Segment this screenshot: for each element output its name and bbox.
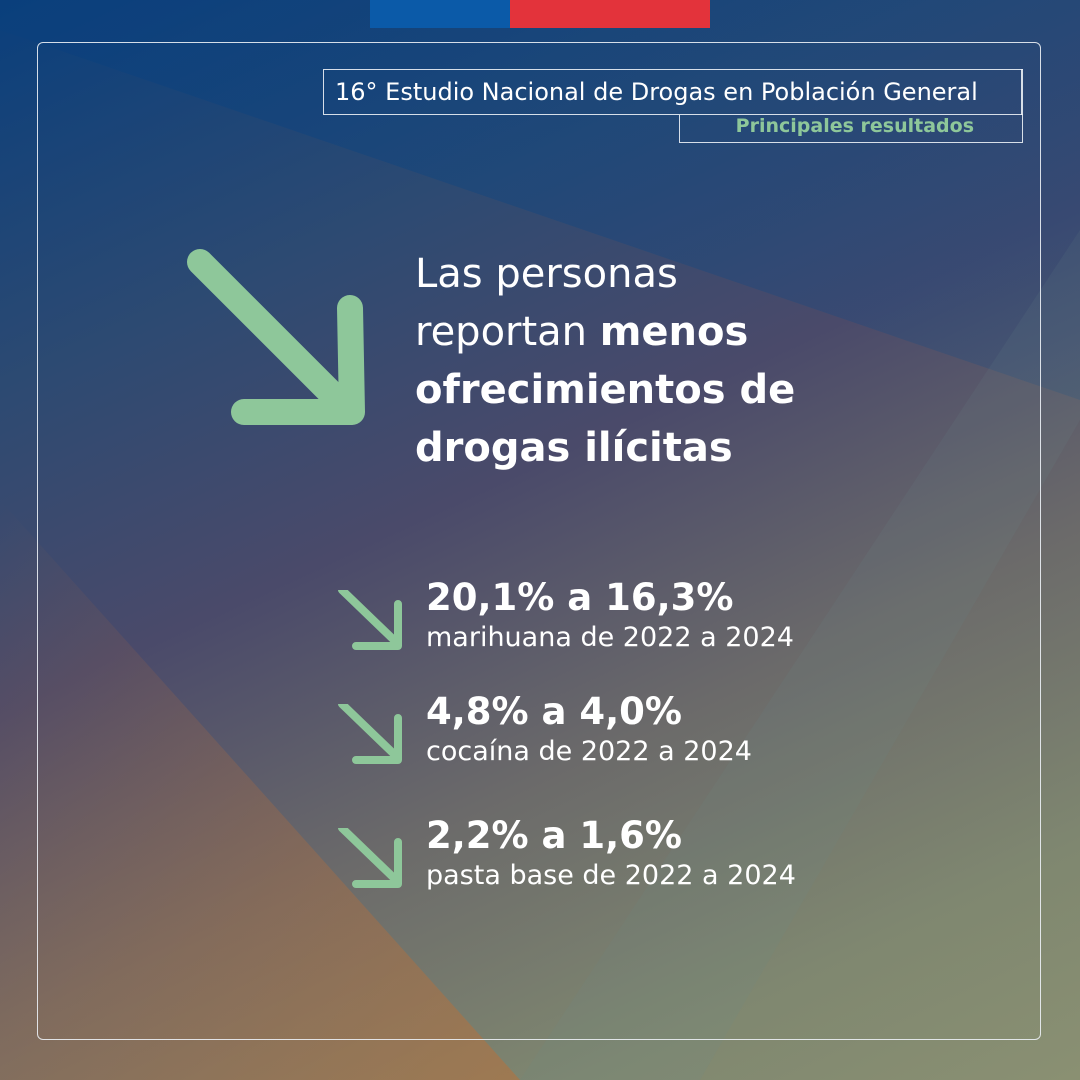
stat-cocaina: 4,8% a 4,0% cocaína de 2022 a 2024	[336, 690, 896, 804]
headline-line-1: Las personas	[415, 251, 678, 297]
headline-line-2: reportan menos	[415, 303, 835, 361]
stat-value: 20,1% a 16,3%	[426, 576, 734, 619]
headline-line-3: ofrecimientos de	[415, 367, 796, 413]
headline-bold-text: menos	[599, 309, 749, 355]
stat-value: 4,8% a 4,0%	[426, 690, 682, 733]
flag-stripe-blue	[370, 0, 510, 28]
header: 16° Estudio Nacional de Drogas en Poblac…	[323, 69, 1023, 143]
arrow-down-right-icon	[338, 828, 402, 888]
stat-description: cocaína de 2022 a 2024	[426, 736, 752, 767]
header-subtitle: Principales resultados	[679, 115, 1023, 143]
header-title: 16° Estudio Nacional de Drogas en Poblac…	[323, 69, 1023, 115]
stat-description: marihuana de 2022 a 2024	[426, 622, 794, 653]
header-border	[1021, 69, 1023, 115]
flag-stripe-red	[510, 0, 710, 28]
headline-line-4: drogas ilícitas	[415, 425, 733, 471]
stat-pasta-base: 2,2% a 1,6% pasta base de 2022 a 2024	[336, 814, 896, 928]
arrow-down-right-icon	[338, 590, 402, 650]
headline: Las personas reportan menos ofrecimiento…	[415, 245, 835, 477]
stat-description: pasta base de 2022 a 2024	[426, 860, 796, 891]
stat-value: 2,2% a 1,6%	[426, 814, 682, 857]
stat-marihuana: 20,1% a 16,3% marihuana de 2022 a 2024	[336, 576, 896, 690]
content-frame	[37, 42, 1041, 1040]
arrow-down-right-icon	[338, 704, 402, 764]
headline-regular-text: reportan	[415, 309, 600, 355]
arrow-down-right-icon	[187, 249, 365, 425]
